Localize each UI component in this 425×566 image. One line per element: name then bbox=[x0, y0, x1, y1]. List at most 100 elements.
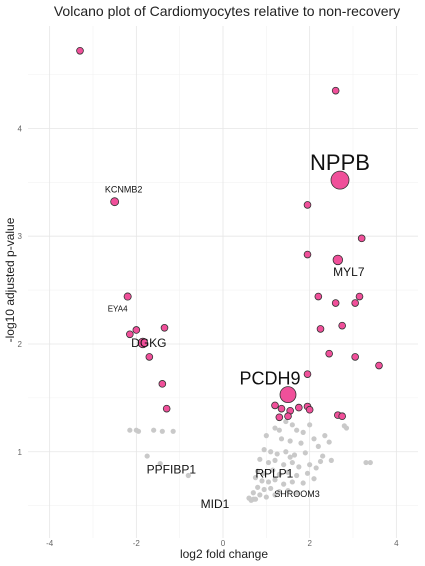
non-significant-point bbox=[272, 425, 278, 431]
significant-point bbox=[351, 353, 359, 361]
significant-point bbox=[160, 324, 169, 332]
significant-point bbox=[331, 299, 340, 307]
non-significant-point bbox=[272, 492, 278, 498]
non-significant-point bbox=[278, 436, 285, 442]
non-significant-point bbox=[252, 496, 259, 502]
non-significant-point bbox=[307, 462, 313, 468]
non-significant-point bbox=[159, 428, 165, 434]
non-significant-point bbox=[291, 452, 298, 458]
non-significant-point bbox=[298, 440, 304, 446]
non-significant-point bbox=[127, 427, 133, 433]
non-significant-point bbox=[276, 489, 282, 495]
non-significant-point bbox=[261, 486, 267, 493]
x-tick-label: 4 bbox=[394, 539, 399, 548]
axis-ticks: -4 -2 0 2 4 1 2 3 4 bbox=[18, 124, 400, 548]
significant-point bbox=[271, 401, 279, 410]
non-significant-point bbox=[268, 449, 274, 455]
non-significant-point bbox=[294, 427, 300, 433]
non-significant-point bbox=[302, 450, 308, 456]
significant-point bbox=[132, 326, 141, 334]
significant-point bbox=[305, 405, 314, 414]
non-significant-point bbox=[276, 427, 282, 433]
non-significant-point bbox=[255, 468, 261, 474]
significant-point bbox=[277, 404, 286, 413]
gene-label-pcdh9: PCDH9 bbox=[239, 369, 300, 389]
non-significant-point bbox=[185, 472, 191, 479]
non-significant-point bbox=[252, 475, 259, 481]
chart-title: Volcano plot of Cardiomyocytes relative … bbox=[54, 3, 400, 19]
non-significant-point bbox=[274, 451, 280, 457]
significant-point bbox=[158, 380, 167, 388]
y-tick-label: 2 bbox=[18, 340, 23, 349]
non-significant-point bbox=[265, 479, 272, 485]
significant-point bbox=[375, 361, 383, 370]
non-significant-point bbox=[367, 459, 373, 466]
non-significant-point bbox=[300, 480, 306, 486]
non-significant-point bbox=[270, 467, 276, 473]
significant-point bbox=[316, 325, 325, 333]
significant-point bbox=[338, 412, 346, 420]
non-significant-point bbox=[281, 462, 287, 468]
non-significant-point bbox=[300, 429, 306, 435]
significant-point bbox=[357, 234, 366, 243]
x-axis-title: log2 fold change bbox=[180, 547, 268, 561]
significant-point bbox=[126, 330, 134, 339]
non-significant-point bbox=[268, 485, 274, 492]
non-significant-point bbox=[363, 459, 369, 466]
gene-label-ppfibp1: PPFIBP1 bbox=[147, 462, 197, 476]
significant-point bbox=[145, 353, 154, 361]
non-significant-point bbox=[265, 459, 272, 466]
non-significant-point bbox=[289, 422, 295, 428]
gene-label-kcnmb2: KCNMB2 bbox=[105, 185, 143, 195]
y-tick-label: 3 bbox=[18, 232, 23, 241]
non-significant-point bbox=[281, 481, 287, 487]
non-significant-point bbox=[283, 418, 289, 425]
significant-point bbox=[303, 201, 312, 209]
non-significant-point bbox=[311, 476, 317, 482]
x-tick-label: -2 bbox=[133, 539, 141, 548]
y-tick-label: 4 bbox=[18, 124, 23, 133]
significant-points bbox=[76, 46, 383, 422]
x-tick-label: 2 bbox=[307, 539, 312, 548]
non-significant-point bbox=[343, 425, 350, 431]
non-significant-point bbox=[322, 433, 328, 439]
gene-label-shroom3: SHROOM3 bbox=[274, 489, 320, 499]
non-significant-point bbox=[326, 439, 332, 445]
significant-point bbox=[284, 412, 292, 420]
x-tick-label: 0 bbox=[221, 539, 226, 548]
significant-point bbox=[110, 197, 120, 207]
significant-point bbox=[330, 170, 350, 190]
significant-point bbox=[123, 292, 132, 301]
gene-labels: NPPB KCNMB2 MYL7 EYA4 DGKG PCDH9 PPFIBP1 RPLP1 S… bbox=[105, 150, 370, 511]
non-significant-point bbox=[151, 427, 157, 433]
significant-point bbox=[279, 386, 297, 404]
gene-label-myl7: MYL7 bbox=[333, 265, 365, 279]
significant-point bbox=[355, 292, 364, 301]
significant-point bbox=[351, 299, 359, 307]
non-significant-point bbox=[289, 479, 295, 485]
gene-label-rplp1: RPLP1 bbox=[255, 466, 293, 480]
non-significant-point bbox=[259, 478, 265, 484]
non-significant-point bbox=[304, 470, 311, 476]
non-significant-point bbox=[311, 436, 317, 442]
gene-label-dgkg: DGKG bbox=[131, 336, 166, 350]
non-significant-point bbox=[283, 449, 289, 455]
significant-point bbox=[303, 250, 312, 259]
non-significant-point bbox=[255, 484, 261, 490]
significant-point bbox=[338, 321, 346, 330]
significant-point bbox=[325, 349, 333, 358]
non-significant-point bbox=[272, 477, 278, 483]
significant-point bbox=[331, 86, 340, 95]
non-significant-point bbox=[287, 454, 293, 460]
non-significant-point bbox=[328, 457, 334, 463]
non-significant-point bbox=[289, 459, 295, 466]
non-significant-point bbox=[285, 469, 291, 475]
non-significant-point bbox=[296, 464, 302, 470]
non-significant-point bbox=[315, 443, 321, 449]
non-significant-point bbox=[144, 453, 150, 459]
y-axis-title: -log10 adjusted p-value bbox=[3, 217, 17, 342]
non-significant-point bbox=[170, 428, 176, 434]
significant-point bbox=[137, 337, 149, 349]
gene-label-nppb: NPPB bbox=[310, 150, 370, 175]
